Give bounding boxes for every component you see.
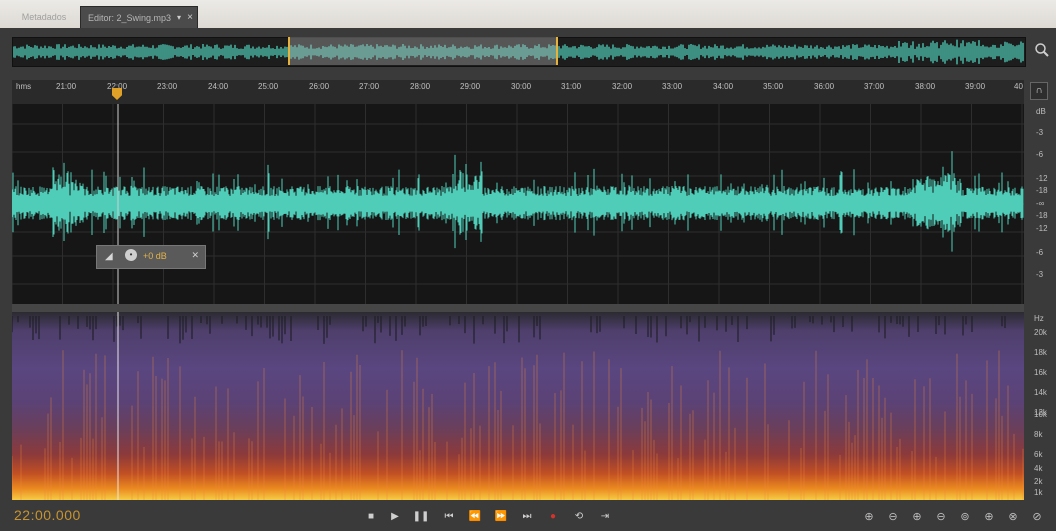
gain-hud[interactable]: ◢ • +0 dB ✕ [96,245,206,269]
rewind-icon[interactable]: ⏪ [468,511,482,522]
headphones-icon[interactable]: ∩ [1030,82,1048,100]
go-to-start-icon[interactable]: ⏮ [444,511,454,522]
waveform-graphic [12,104,1024,304]
zoom-out-time-icon[interactable]: ⊖ [936,511,946,523]
spectral-top-band [12,316,1006,344]
ruler-label: 27:00 [359,82,380,91]
pause-icon[interactable]: ❚❚ [412,511,430,522]
fast-forward-icon[interactable]: ⏩ [494,511,508,522]
db-label: -18 [1036,186,1048,195]
overview-selection-range[interactable] [288,37,558,65]
ruler-label: 30:00 [511,82,532,91]
frequency-scale: Hz 20k 18k 16k 14k 12k 10k 8k 6k 4k 2k 1… [1026,312,1056,500]
panel-splitter[interactable] [12,304,1024,312]
tab-close-icon[interactable]: × [187,12,193,23]
hz-label: 4k [1034,464,1043,473]
hz-label: 1k [1034,488,1043,497]
ruler-label: 22:00 [107,82,128,91]
db-label: -∞ [1036,199,1045,208]
overview-waveform-graphic [13,39,1024,65]
db-label: -3 [1036,270,1044,279]
tab-metadata[interactable]: Metadados [21,12,67,22]
spectral-energy-streaks [12,350,1024,500]
hz-label: 20k [1034,328,1047,337]
zoom-in-point-icon[interactable]: ⊕ [984,511,994,523]
playhead-handle[interactable] [112,88,122,100]
zoom-out-full-icon[interactable]: ⊚ [960,511,970,523]
tab-dropdown-icon[interactable]: ▾ [176,13,181,22]
ruler-label: 29:00 [460,82,481,91]
ruler-label: 37:00 [864,82,885,91]
go-to-end-icon[interactable]: ⏭ [522,511,532,522]
overview-wave-path [13,39,1024,65]
stop-icon[interactable]: ■ [367,511,375,522]
ruler-label: 35:00 [763,82,784,91]
waveform-display[interactable] [12,104,1024,304]
ruler-unit: hms [16,82,32,91]
db-label: -3 [1036,128,1044,137]
db-label: -6 [1036,248,1044,257]
time-ruler[interactable]: hms 21:00 22:00 23:00 24:00 25:00 26:00 … [12,80,1024,104]
hz-label: 16k [1034,368,1047,377]
level-meter-icon: ◢ [105,251,113,262]
db-label: -12 [1036,224,1048,233]
play-icon[interactable]: ▶ [391,511,399,522]
ruler-label: 24:00 [208,82,229,91]
loop-icon[interactable]: ⟲ [574,511,584,522]
zoom-in-amplitude-icon[interactable]: ⊕ [864,511,874,523]
hz-label: 2k [1034,477,1043,486]
gain-value[interactable]: +0 dB [143,251,167,261]
ruler-label: 32:00 [612,82,633,91]
skip-selection-icon[interactable]: ⇥ [600,511,610,522]
ruler-label: 28:00 [410,82,431,91]
ruler-label: 40 [1014,82,1023,91]
db-label: -18 [1036,211,1048,220]
hz-label: 12k [1034,408,1047,417]
db-label: -6 [1036,150,1044,159]
hz-label: 6k [1034,450,1043,459]
hz-label: 10k [1034,410,1047,419]
ruler-label: 36:00 [814,82,835,91]
db-label: -12 [1036,174,1048,183]
zoom-in-time-icon[interactable]: ⊕ [912,511,922,523]
ruler-label: 23:00 [157,82,178,91]
pin-icon[interactable]: ✕ [191,250,199,260]
ruler-label: 31:00 [561,82,582,91]
zoom-tracks-icon[interactable]: ⊘ [1032,511,1042,523]
hz-label: 14k [1034,388,1047,397]
ruler-label: 26:00 [309,82,330,91]
db-unit: dB [1036,107,1046,116]
spectrogram-graphic [12,312,1024,500]
ruler-label: 33:00 [662,82,683,91]
zoom-icon[interactable] [1034,42,1050,58]
transport-bar: 22:00.000 ■ ▶ ❚❚ ⏮ ⏪ ⏩ ⏭ ● ⟲ ⇥ ⊕ ⊖ ⊕ ⊖ ⊚… [0,503,1056,531]
waveform-path [12,151,1024,252]
zoom-out-amplitude-icon[interactable]: ⊖ [888,511,898,523]
record-icon[interactable]: ● [549,511,557,522]
gain-knob-icon[interactable]: • [125,249,137,261]
ruler-label: 38:00 [915,82,936,91]
ruler-label: 25:00 [258,82,279,91]
ruler-label: 39:00 [965,82,986,91]
zoom-selection-icon[interactable]: ⊗ [1008,511,1018,523]
tab-editor[interactable]: Editor: 2_Swing.mp3 ▾ × [80,6,198,28]
spectral-display[interactable] [12,312,1024,500]
tab-editor-label: Editor: 2_Swing.mp3 [88,13,172,23]
hz-unit: Hz [1034,314,1044,323]
hz-label: 18k [1034,348,1047,357]
ruler-label: 21:00 [56,82,77,91]
timecode-display[interactable]: 22:00.000 [14,507,81,523]
overview-waveform[interactable] [12,37,1026,67]
hz-label: 8k [1034,430,1043,439]
tab-bar: Metadados Editor: 2_Swing.mp3 ▾ × [0,0,1056,28]
ruler-label: 34:00 [713,82,734,91]
db-scale: dB -3 -6 -12 -18 -∞ -18 -12 -6 -3 [1026,104,1056,304]
